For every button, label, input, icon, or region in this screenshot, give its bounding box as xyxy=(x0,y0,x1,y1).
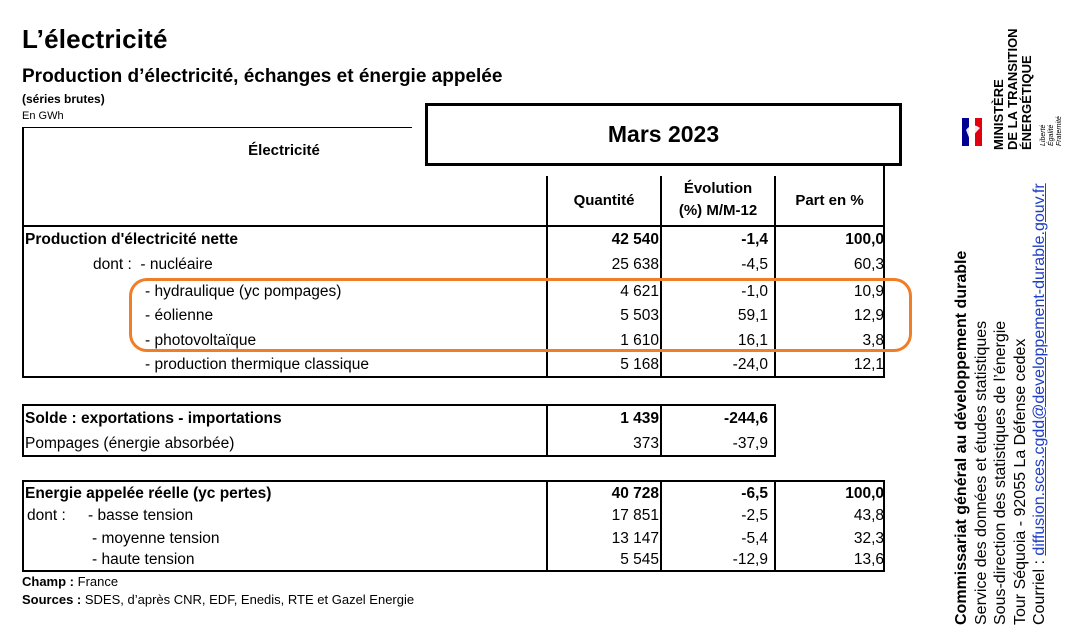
row-label: - éolienne xyxy=(145,307,214,324)
sources-label: Sources : xyxy=(22,592,82,607)
column-header-evolution: Évolution (%) M/M-12 xyxy=(662,178,774,222)
cell-evolution: -37,9 xyxy=(732,435,768,452)
table-row: Production d'électricité nette 42 540 -1… xyxy=(22,228,884,251)
cell-evolution: -4,5 xyxy=(741,256,768,273)
cell-quantity: 5 168 xyxy=(620,356,659,373)
email-link[interactable]: diffusion.sces.cgdd@developpement-durabl… xyxy=(1031,183,1048,556)
table-row: - moyenne tension 13 147 -5,4 32,3 xyxy=(22,527,884,550)
table-row: - production thermique classique 5 168 -… xyxy=(22,353,884,376)
table-row: dont : - nucléaire 25 638 -4,5 60,3 xyxy=(22,253,884,276)
cell-share: 32,3 xyxy=(853,530,884,547)
evolution-line2: (%) M/M-12 xyxy=(678,202,758,219)
column-header-share: Part en % xyxy=(795,192,864,209)
cell-quantity: 373 xyxy=(633,435,659,452)
cell-evolution: 59,1 xyxy=(737,307,768,324)
table-row: - photovoltaïque 1 610 16,1 3,8 xyxy=(22,329,884,352)
row-label: - production thermique classique xyxy=(145,356,370,373)
cell-quantity: 25 638 xyxy=(611,256,659,273)
publisher-line5: Courriel : diffusion.sces.cgdd@developpe… xyxy=(1030,183,1050,625)
table-row: Solde : exportations - importations 1 43… xyxy=(22,407,884,430)
ministry-line1: MINISTÈRE xyxy=(991,79,1006,150)
row-label: - hydraulique (yc pompages) xyxy=(145,283,342,300)
scope-label: Champ : xyxy=(22,574,74,589)
cell-evolution: -6,5 xyxy=(741,485,768,502)
cell-quantity: 1 439 xyxy=(620,410,659,427)
cell-share: 3,8 xyxy=(862,332,884,349)
cell-quantity: 5 545 xyxy=(620,551,659,568)
section-label: Électricité xyxy=(248,142,320,159)
series-note: (séries brutes) xyxy=(22,92,105,106)
cell-evolution: -2,5 xyxy=(741,507,768,524)
cell-share: 10,9 xyxy=(853,283,884,300)
cell-evolution: -12,9 xyxy=(732,551,768,568)
cell-evolution: -1,0 xyxy=(741,283,768,300)
publisher-info: Commissariat général au développement du… xyxy=(952,183,1050,625)
email-prefix: Courriel : xyxy=(1031,555,1048,625)
cell-share: 100,0 xyxy=(845,231,884,248)
publisher-line3: Sous-direction des statistiques de l’éne… xyxy=(992,320,1009,625)
cell-quantity: 5 503 xyxy=(620,307,659,324)
unit-label: En GWh xyxy=(22,110,64,122)
ministry-line2: DE LA TRANSITION xyxy=(1005,28,1020,150)
row-label: - photovoltaïque xyxy=(145,332,257,349)
table-row: - haute tension 5 545 -12,9 13,6 xyxy=(22,548,884,571)
evolution-line1: Évolution xyxy=(683,180,753,197)
cell-share: 60,3 xyxy=(853,256,884,273)
row-label: dont : - nucléaire xyxy=(93,256,213,273)
row-label: - haute tension xyxy=(92,551,195,568)
cell-evolution: -244,6 xyxy=(724,410,768,427)
ministry-line3: ÉNERGÉTIQUE xyxy=(1019,55,1034,150)
renewables-highlight-box xyxy=(129,278,912,352)
row-label: Energie appelée réelle (yc pertes) xyxy=(25,485,272,502)
sources-note: Sources : SDES, d’après CNR, EDF, Enedis… xyxy=(22,592,414,607)
scope-value: France xyxy=(77,574,119,589)
row-sublabel: - basse tension xyxy=(88,507,194,524)
table-row: - hydraulique (yc pompages) 4 621 -1,0 1… xyxy=(22,280,884,303)
republic-motto: Liberté Égalité Fraternité xyxy=(1040,116,1064,146)
page-title: L’électricité xyxy=(22,24,168,54)
cell-evolution: -1,4 xyxy=(741,231,768,248)
marianne-logo-icon xyxy=(962,118,982,146)
cell-quantity: 13 147 xyxy=(611,530,659,547)
row-label: Production d'électricité nette xyxy=(25,231,238,248)
ministry-name: MINISTÈRE DE LA TRANSITION ÉNERGÉTIQUE xyxy=(991,28,1034,150)
cell-quantity: 4 621 xyxy=(620,283,659,300)
table-row: dont : - basse tension 17 851 -2,5 43,8 xyxy=(22,504,884,527)
cell-share: 12,1 xyxy=(853,356,884,373)
table-row: - éolienne 5 503 59,1 12,9 xyxy=(22,304,884,327)
publisher-line1: Commissariat général au développement du… xyxy=(953,250,970,625)
cell-evolution: -5,4 xyxy=(741,530,768,547)
page-subtitle: Production d’électricité, échanges et én… xyxy=(22,66,503,87)
cell-share: 12,9 xyxy=(853,307,884,324)
table-row: Pompages (énergie absorbée) 373 -37,9 xyxy=(22,432,884,455)
motto-line2: Égalité xyxy=(1048,124,1055,146)
row-label: Pompages (énergie absorbée) xyxy=(25,435,235,452)
cell-quantity: 1 610 xyxy=(620,332,659,349)
table-row: Energie appelée réelle (yc pertes) 40 72… xyxy=(22,482,884,505)
cell-evolution: 16,1 xyxy=(737,332,768,349)
cell-share: 13,6 xyxy=(853,551,884,568)
sources-value: SDES, d’après CNR, EDF, Enedis, RTE et G… xyxy=(84,592,415,607)
row-label: - moyenne tension xyxy=(92,530,220,547)
motto-line3: Fraternité xyxy=(1056,116,1063,146)
publisher-line4: Tour Séquoia - 92055 La Défense cedex xyxy=(1011,338,1029,625)
cell-quantity: 17 851 xyxy=(611,507,659,524)
scope-note: Champ : France xyxy=(22,574,118,589)
row-label: Solde : exportations - importations xyxy=(25,410,282,427)
cell-share: 43,8 xyxy=(853,507,884,524)
motto-line1: Liberté xyxy=(1040,124,1047,146)
cell-share: 100,0 xyxy=(845,485,884,502)
period-header: Mars 2023 xyxy=(425,103,902,166)
column-header-quantity: Quantité xyxy=(573,192,635,209)
publisher-line2: Service des données et études statistiqu… xyxy=(972,320,990,625)
cell-evolution: -24,0 xyxy=(732,356,768,373)
period-label: Mars 2023 xyxy=(607,121,720,147)
row-label: dont : xyxy=(27,507,66,524)
cell-quantity: 42 540 xyxy=(611,231,659,248)
cell-quantity: 40 728 xyxy=(611,485,659,502)
